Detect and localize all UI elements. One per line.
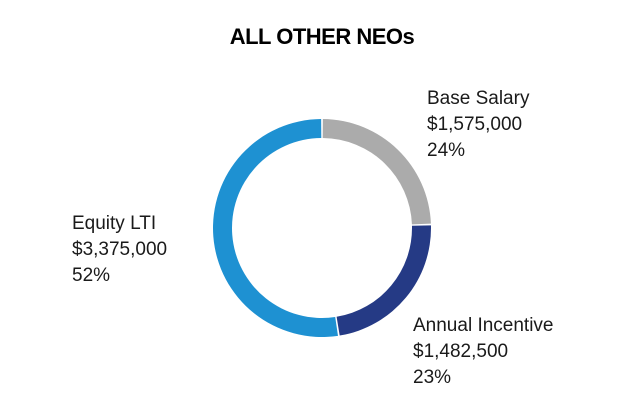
label-base-salary: Base Salary $1,575,000 24% xyxy=(427,86,529,164)
label-annual-incentive-value: $1,482,500 xyxy=(413,341,509,362)
label-base-salary-percent: 24% xyxy=(427,140,466,161)
label-equity-lti: Equity LTI $3,375,000 52% xyxy=(72,211,167,289)
label-base-salary-name: Base Salary xyxy=(427,88,530,109)
label-annual-incentive: Annual Incentive $1,482,500 23% xyxy=(413,313,554,391)
chart-title: ALL OTHER NEOs xyxy=(229,24,415,49)
label-equity-lti-name: Equity LTI xyxy=(72,213,157,234)
label-base-salary-value: $1,575,000 xyxy=(427,114,523,135)
label-annual-incentive-percent: 23% xyxy=(413,367,452,388)
label-equity-lti-percent: 52% xyxy=(72,265,111,286)
slice-equity-lti xyxy=(212,119,338,338)
label-equity-lti-value: $3,375,000 xyxy=(72,239,168,260)
label-annual-incentive-name: Annual Incentive xyxy=(413,315,554,336)
slice-base-salary xyxy=(322,119,431,225)
slice-annual-incentive xyxy=(336,225,432,336)
